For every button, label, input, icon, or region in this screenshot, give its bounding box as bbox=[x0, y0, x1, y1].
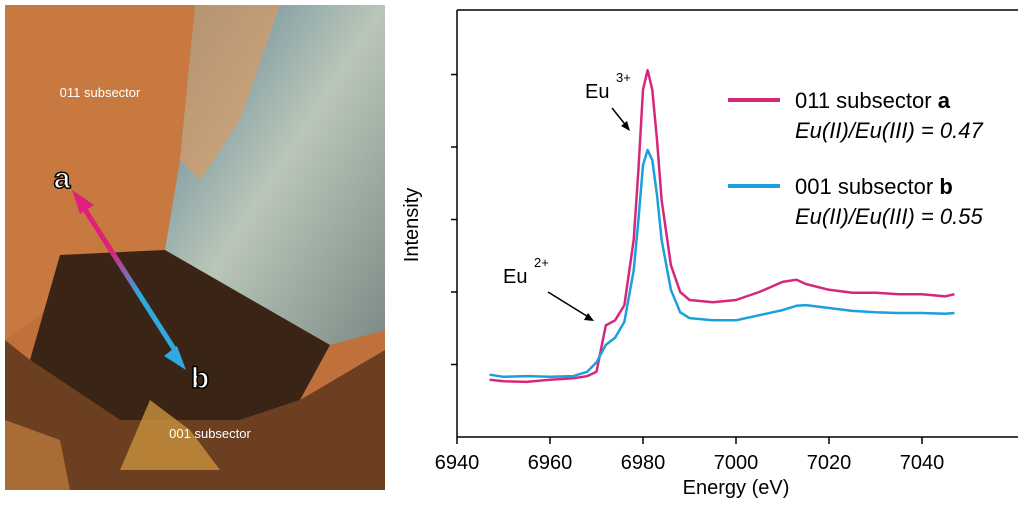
legend-name: 001 subsector bbox=[795, 174, 939, 199]
annotation-arrowhead bbox=[621, 121, 630, 131]
legend-name-bold: a bbox=[938, 88, 951, 113]
annotation-sup: 2+ bbox=[534, 255, 549, 270]
legend-label: 001 subsector b bbox=[795, 174, 953, 199]
chart: Energy (eV) Intensity Eu 3+ Eu 2+ 6940 69… bbox=[401, 10, 1018, 499]
point-label: a bbox=[54, 162, 71, 195]
point-label: b bbox=[191, 362, 209, 395]
page: 011 subsector 001 subsector a b Energy (… bbox=[0, 0, 1018, 508]
x-tick-label: 6960 bbox=[528, 452, 573, 474]
x-tick-label: 6980 bbox=[621, 452, 666, 474]
annotation: Eu 3+ bbox=[585, 70, 631, 131]
x-tick-label: 7040 bbox=[900, 452, 945, 474]
x-axis-label: Energy (eV) bbox=[683, 477, 790, 499]
x-tick-label: 6940 bbox=[435, 452, 480, 474]
annotation-text: Eu bbox=[585, 81, 609, 103]
legend-ratio: Eu(II)/Eu(III) = 0.55 bbox=[795, 204, 983, 229]
annotation: Eu 2+ bbox=[503, 255, 594, 321]
annotation-arrow bbox=[548, 292, 590, 318]
legend-name-bold: b bbox=[939, 174, 952, 199]
annotation-sup: 3+ bbox=[616, 70, 631, 85]
y-axis-label: Intensity bbox=[401, 188, 423, 262]
x-tick-label: 7000 bbox=[714, 452, 759, 474]
annotation-arrowhead bbox=[584, 313, 594, 321]
annotation-text: Eu bbox=[503, 266, 527, 288]
legend-ratio: Eu(II)/Eu(III) = 0.47 bbox=[795, 118, 983, 143]
figure: 011 subsector 001 subsector a b Energy (… bbox=[0, 0, 1018, 503]
region-label: 001 subsector bbox=[169, 426, 251, 441]
legend-label: 011 subsector a bbox=[795, 88, 951, 113]
region-label: 011 subsector bbox=[60, 85, 141, 100]
x-tick-label: 7020 bbox=[807, 452, 852, 474]
micrograph: 011 subsector 001 subsector a b bbox=[5, 5, 385, 490]
legend-name: 011 subsector bbox=[795, 88, 938, 113]
